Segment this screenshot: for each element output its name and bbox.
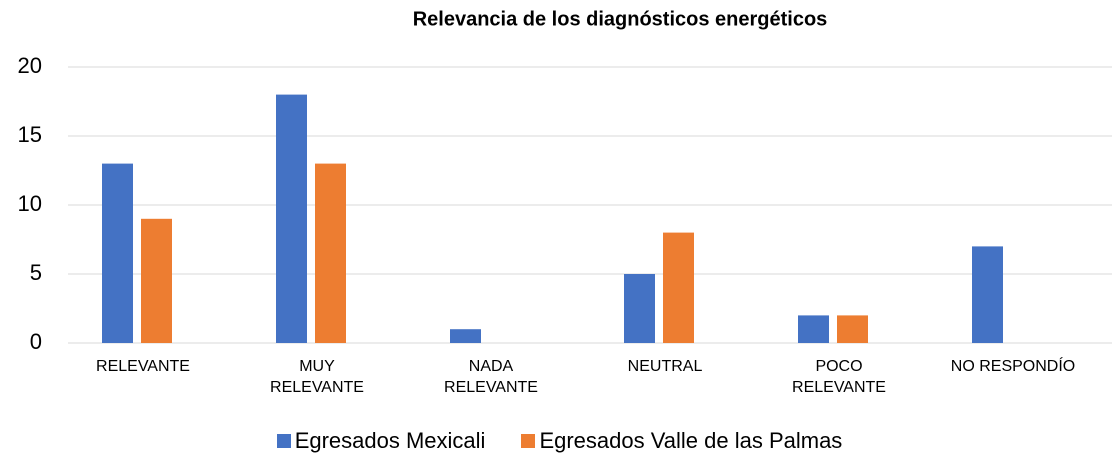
bar bbox=[102, 163, 133, 343]
bar bbox=[798, 315, 829, 343]
legend-label: Egresados Mexicali bbox=[294, 428, 486, 453]
x-tick-label: POCO RELEVANTE bbox=[792, 358, 886, 396]
legend: Egresados Mexicali Egresados Valle de las… bbox=[0, 428, 1119, 454]
legend-swatch bbox=[276, 434, 291, 448]
bar bbox=[837, 315, 868, 343]
bar bbox=[141, 218, 172, 343]
legend-label: Egresados Valle de las Palmas bbox=[539, 428, 843, 453]
bar bbox=[972, 246, 1003, 343]
y-tick-label: 15 bbox=[18, 122, 42, 147]
x-tick-label: NADA RELEVANTE bbox=[444, 358, 538, 396]
y-tick-label: 0 bbox=[30, 329, 42, 354]
y-tick-label: 20 bbox=[18, 53, 42, 78]
x-tick-label: MUY RELEVANTE bbox=[270, 358, 364, 396]
y-tick-label: 10 bbox=[18, 191, 42, 216]
x-tick-label: NEUTRAL bbox=[627, 358, 703, 375]
bar bbox=[624, 274, 655, 343]
chart-title: Relevancia de los diagnósticos energétic… bbox=[413, 8, 828, 30]
legend-swatch bbox=[521, 434, 536, 448]
bar bbox=[276, 94, 307, 343]
bar bbox=[663, 232, 694, 343]
legend-item: Egresados Mexicali bbox=[276, 428, 486, 454]
y-tick-label: 5 bbox=[30, 260, 42, 285]
x-tick-label: RELEVANTE bbox=[96, 358, 190, 375]
legend-item: Egresados Valle de las Palmas bbox=[521, 428, 842, 454]
bar bbox=[315, 163, 346, 343]
x-tick-label: NO RESPONDÍO bbox=[950, 358, 1076, 375]
bar bbox=[450, 329, 481, 343]
